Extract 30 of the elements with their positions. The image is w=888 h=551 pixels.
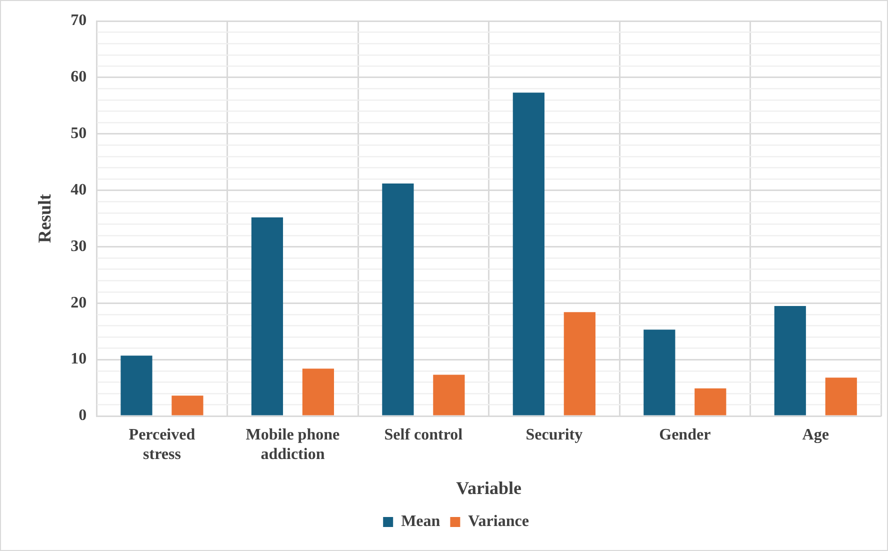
- bar: [382, 184, 414, 416]
- x-axis-title: Variable: [456, 478, 522, 498]
- bar: [172, 396, 204, 416]
- bar: [512, 92, 544, 416]
- y-tick-label: 60: [70, 68, 87, 86]
- x-tick-label: Security: [526, 426, 583, 444]
- legend-label: Mean: [401, 513, 440, 530]
- bar: [433, 374, 465, 416]
- y-axis-title: Result: [34, 194, 54, 243]
- bar: [774, 306, 806, 416]
- bar: [644, 330, 676, 416]
- y-tick-label: 30: [70, 238, 87, 255]
- y-tick-label: 50: [70, 125, 87, 142]
- x-tick-label: Perceived stress: [128, 426, 196, 463]
- y-tick-label: 0: [78, 407, 87, 424]
- legend-label: Variance: [468, 513, 529, 530]
- x-tick-label: Self control: [384, 426, 464, 444]
- y-tick-label: 70: [70, 12, 87, 30]
- bar: [825, 378, 857, 416]
- bar: [302, 368, 334, 416]
- x-tick-label: Gender: [659, 426, 711, 444]
- bar: [251, 217, 284, 416]
- bar: [564, 312, 596, 416]
- y-tick-label: 20: [70, 294, 87, 312]
- x-tick-label: Mobile phone addiction: [246, 426, 340, 463]
- bar: [694, 388, 726, 416]
- y-tick-label: 40: [70, 181, 87, 198]
- y-tick-label: 10: [70, 350, 87, 368]
- x-tick-label: Age: [802, 426, 829, 444]
- bar: [120, 356, 152, 416]
